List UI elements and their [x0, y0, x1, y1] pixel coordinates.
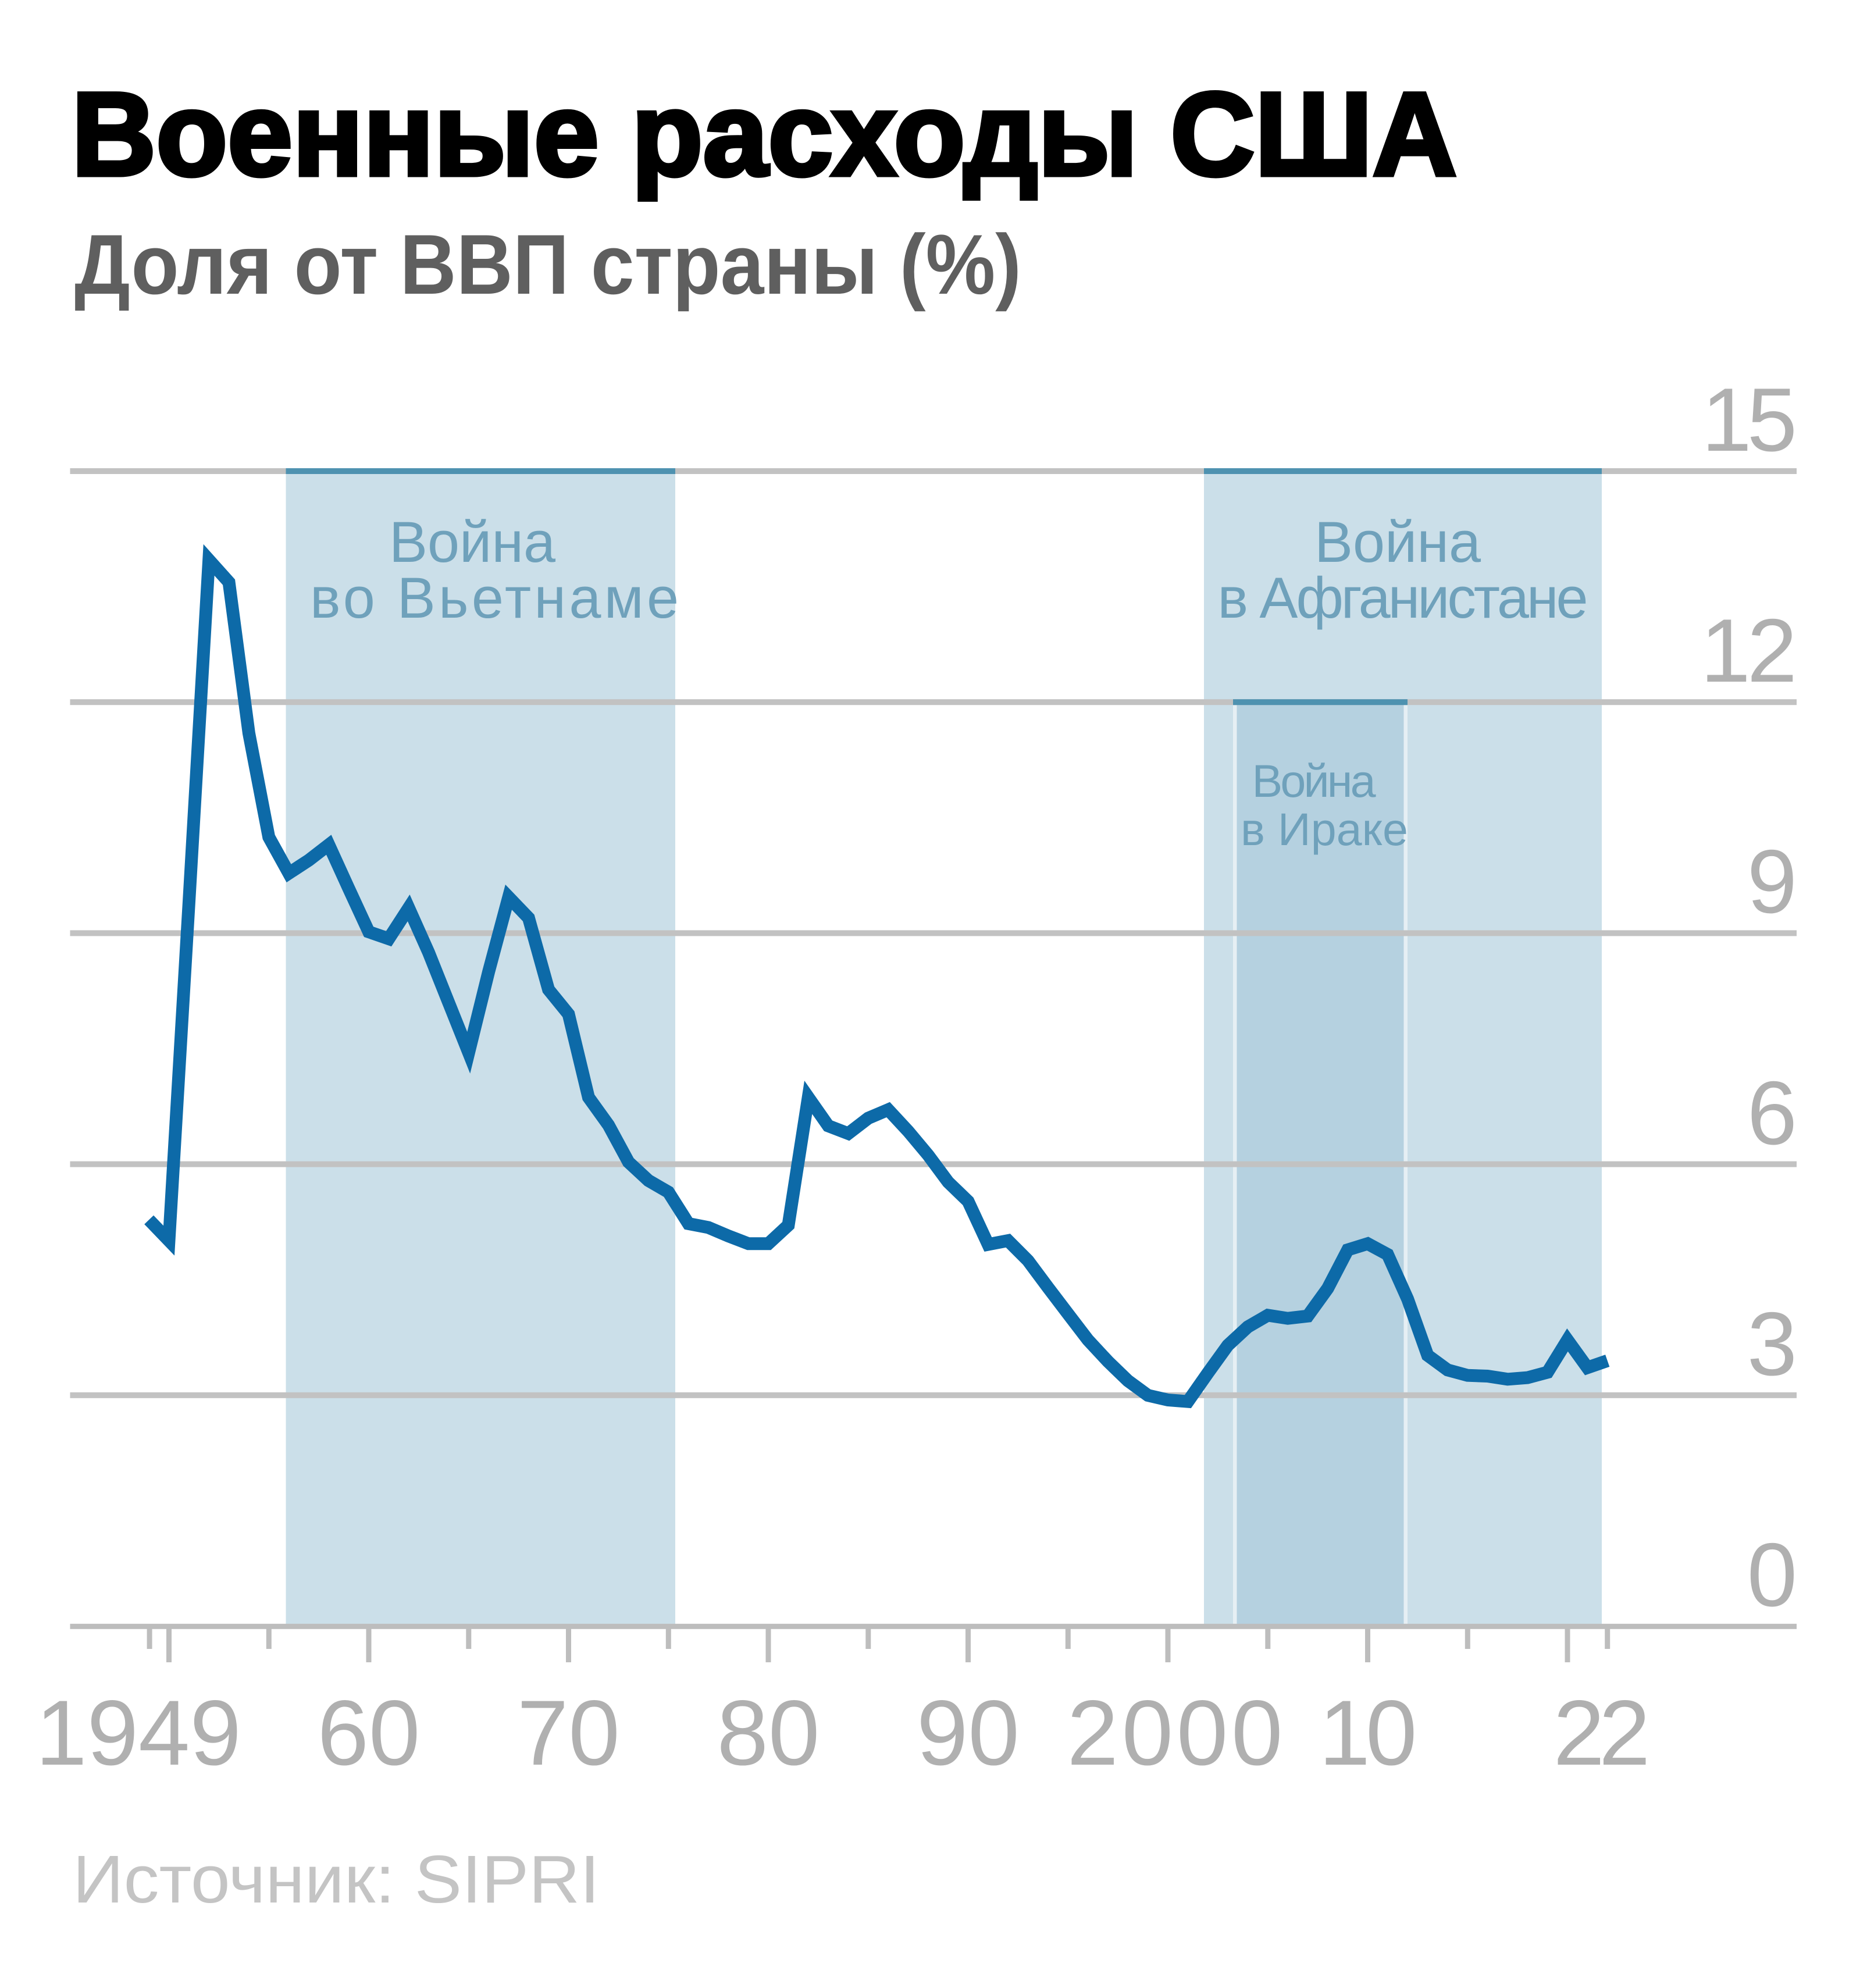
svg-text:Война: Война	[1314, 510, 1481, 574]
svg-text:в Ираке: в Ираке	[1241, 803, 1408, 855]
svg-text:60: 60	[318, 1681, 421, 1784]
svg-text:Война: Война	[389, 510, 556, 574]
svg-text:15: 15	[1702, 369, 1797, 470]
svg-text:22: 22	[1554, 1681, 1651, 1784]
svg-text:Источник: SIPRI: Источник: SIPRI	[73, 1841, 600, 1917]
svg-text:80: 80	[717, 1681, 820, 1784]
svg-text:10: 10	[1319, 1681, 1417, 1784]
svg-text:в Афганистане: в Афганистане	[1218, 565, 1588, 630]
svg-text:6: 6	[1747, 1063, 1797, 1163]
svg-text:2000: 2000	[1067, 1681, 1283, 1784]
svg-text:3: 3	[1747, 1294, 1797, 1394]
svg-text:70: 70	[517, 1681, 620, 1784]
svg-text:90: 90	[917, 1681, 1020, 1784]
svg-text:Доля от ВВП страны (%): Доля от ВВП страны (%)	[74, 217, 1021, 312]
svg-text:Военные расходы США: Военные расходы США	[72, 68, 1457, 201]
svg-text:12: 12	[1701, 600, 1797, 701]
svg-text:0: 0	[1747, 1524, 1797, 1625]
svg-text:9: 9	[1747, 831, 1797, 932]
svg-text:Война: Война	[1252, 755, 1376, 807]
svg-text:во Вьетнаме: во Вьетнаме	[310, 565, 679, 630]
svg-text:1949: 1949	[35, 1681, 241, 1784]
